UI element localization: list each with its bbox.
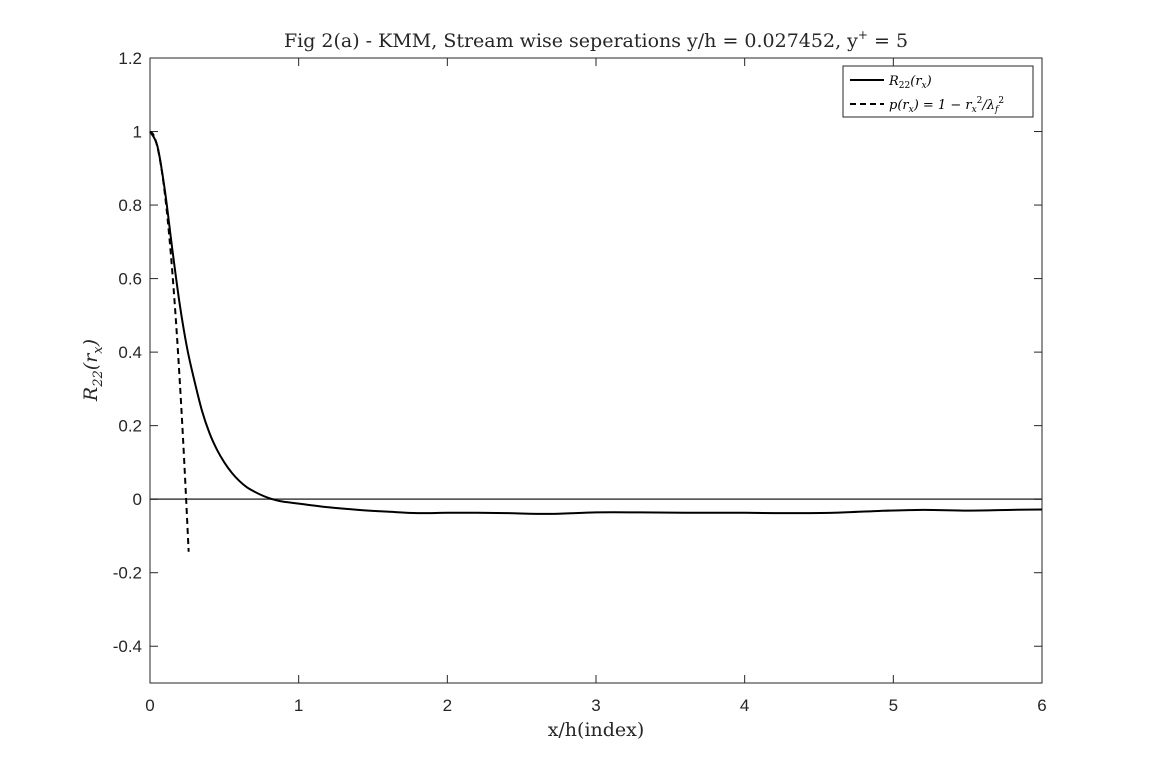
y-tick-label: 0.2 (118, 417, 142, 436)
x-tick-label: 5 (889, 696, 898, 715)
series-line-parabola (149, 130, 190, 552)
legend: R22(rx) p(rx) = 1 − rx2/λf2 (842, 65, 1034, 118)
axis-ticks (149, 57, 1043, 683)
y-label-main: R (80, 387, 102, 402)
x-tick-label: 4 (740, 696, 749, 715)
chart-title-tail: = 5 (868, 30, 908, 52)
x-tick-labels: 0 1 2 3 4 5 6 (145, 696, 1046, 715)
y-label-sub2: x (91, 346, 106, 354)
x-tick-label: 0 (145, 696, 154, 715)
y-tick-label: -0.4 (113, 637, 142, 656)
legend-box (842, 65, 1034, 118)
y-label-end: ) (80, 339, 102, 347)
y-axis-label: R22(rx) (80, 339, 106, 402)
y-tick-labels: -0.4 -0.2 0 0.2 0.4 0.6 0.8 1 1.2 (113, 49, 142, 656)
y-tick-label: -0.2 (113, 564, 142, 583)
legend-label-parabola: p(rx) = 1 − rx2/λf2 (889, 96, 1004, 115)
y-tick-label: 1.2 (118, 49, 142, 68)
y-tick-label: 0.6 (118, 270, 142, 289)
y-tick-label: 1 (133, 123, 142, 142)
x-tick-label: 1 (294, 696, 303, 715)
x-tick-label: 3 (591, 696, 600, 715)
x-tick-label: 2 (443, 696, 452, 715)
chart-title: Fig 2(a) - KMM, Stream wise seperations … (284, 28, 908, 52)
x-axis-label: x/h(index) (548, 719, 645, 741)
y-tick-label: 0.4 (118, 343, 142, 362)
y-label-sub: 22 (91, 370, 106, 388)
chart-title-sup: + (858, 28, 868, 42)
y-tick-label: 0.8 (118, 196, 142, 215)
y-tick-label: 0 (133, 490, 142, 509)
x-tick-label: 6 (1037, 696, 1046, 715)
chart-title-main: Fig 2(a) - KMM, Stream wise seperations … (284, 30, 858, 52)
series-line-r22 (149, 131, 1043, 515)
y-label-tail: (r (80, 352, 102, 370)
plot-area (149, 57, 1043, 684)
legend-label-r22: R22(rx) (888, 74, 932, 91)
